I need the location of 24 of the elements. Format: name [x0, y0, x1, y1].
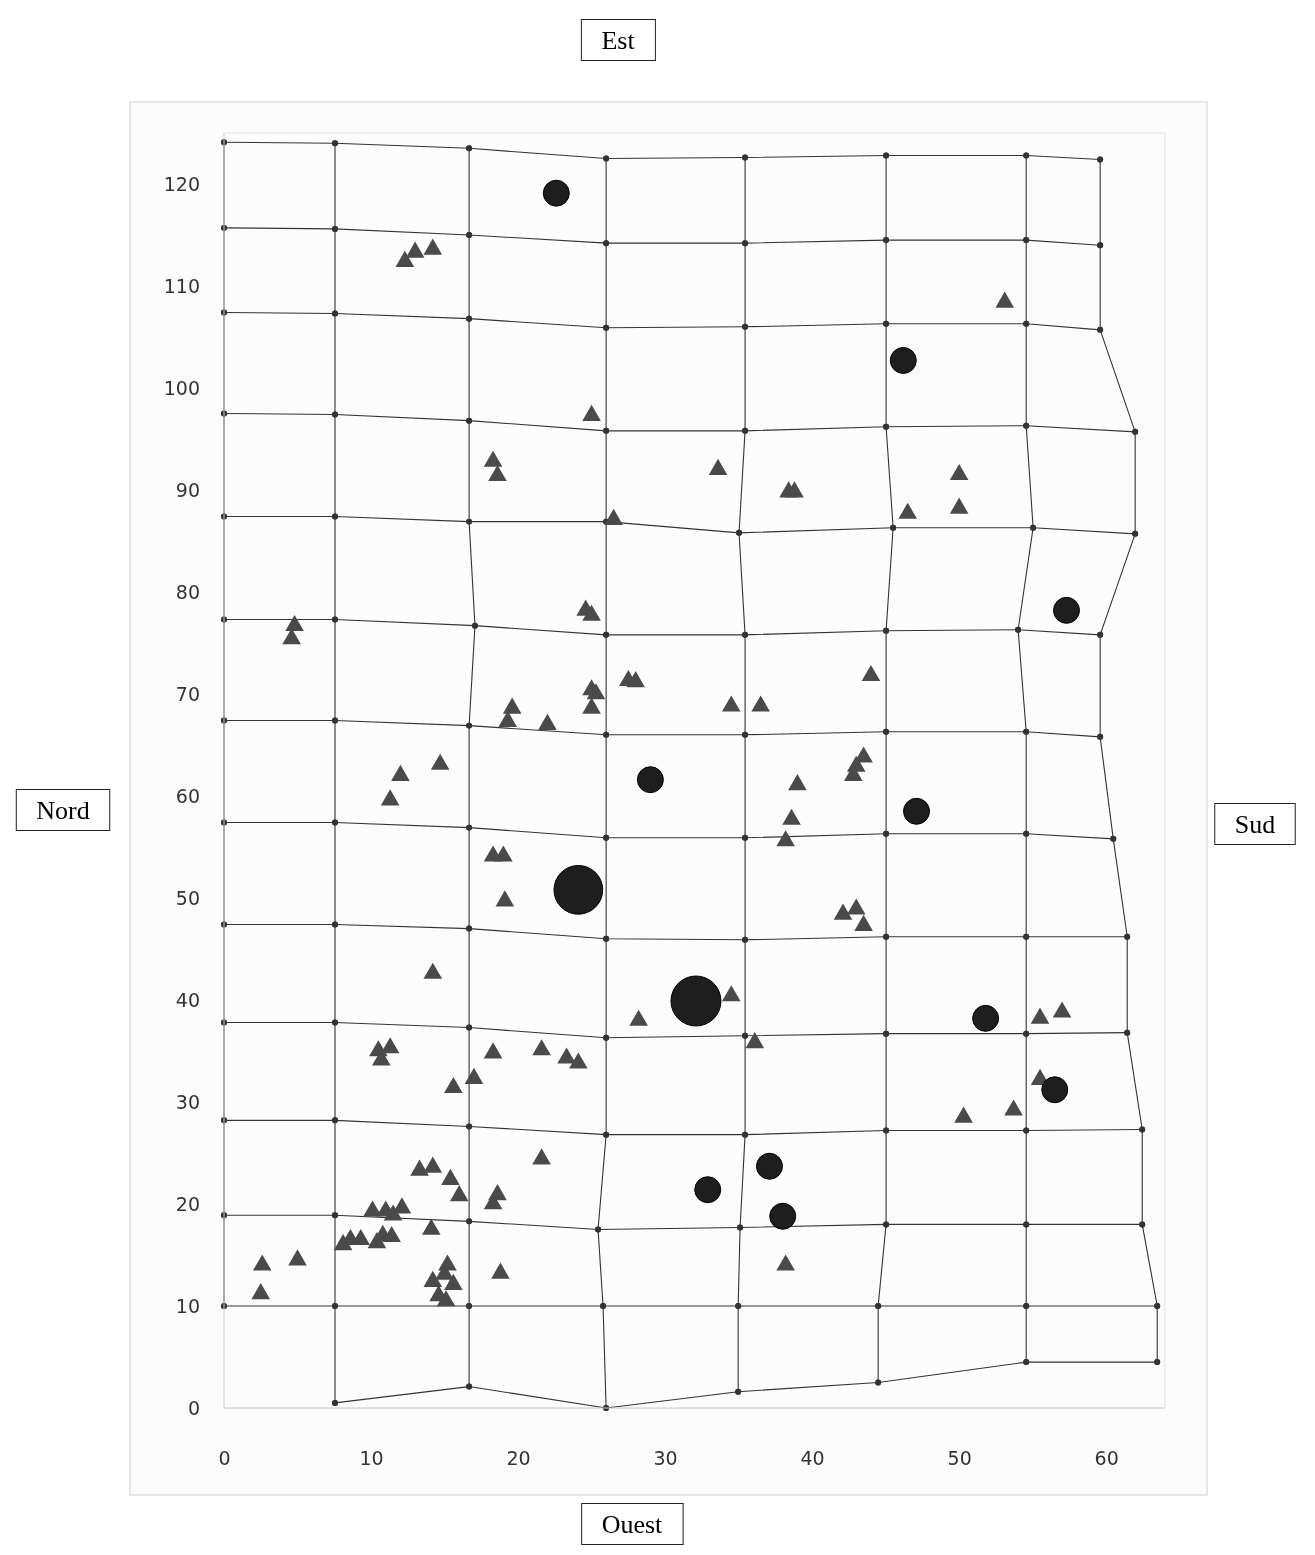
x-tick-label: 10	[359, 1447, 384, 1470]
x-tick-label: 50	[947, 1447, 972, 1470]
x-tick-label: 30	[653, 1447, 678, 1470]
y-tick-label: 70	[175, 682, 200, 705]
x-tick-label: 60	[1094, 1447, 1119, 1470]
y-tick-label: 80	[175, 580, 200, 603]
y-tick-label: 110	[163, 274, 200, 297]
text: Est	[601, 25, 636, 55]
y-tick-label: 50	[175, 886, 200, 909]
text: Nord	[36, 795, 90, 825]
y-tick-label: 10	[175, 1294, 200, 1317]
x-tick-label: 40	[800, 1447, 825, 1470]
x-tick-label: 0	[218, 1447, 231, 1470]
y-tick-label: 120	[163, 172, 200, 195]
y-tick-label: 60	[175, 784, 200, 807]
x-tick-label: 20	[506, 1447, 531, 1470]
y-tick-label: 0	[187, 1396, 200, 1419]
text: Sud	[1234, 809, 1276, 839]
y-tick-label: 30	[175, 1090, 200, 1113]
text: Ouest	[601, 1509, 664, 1539]
y-tick-label: 100	[163, 376, 200, 399]
y-tick-label: 40	[175, 988, 200, 1011]
y-tick-label: 90	[175, 478, 200, 501]
y-tick-label: 20	[175, 1192, 200, 1215]
